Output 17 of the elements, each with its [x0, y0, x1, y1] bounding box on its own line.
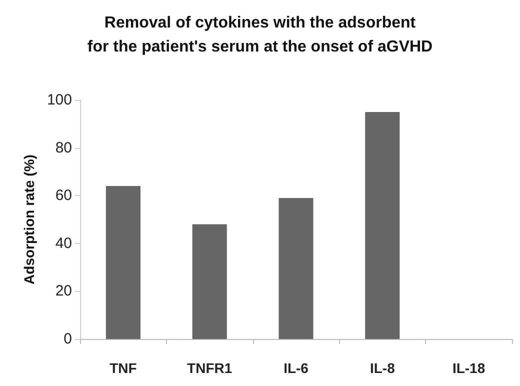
chart-title: Removal of cytokines with the adsorbent for the patient's serum at the onset of aGVHD	[87, 14, 433, 56]
bar	[192, 224, 227, 339]
y-tick-label: 100	[46, 92, 72, 108]
bar	[365, 112, 400, 339]
y-tick-label: 60	[55, 187, 72, 204]
x-tick-label: TNF	[110, 360, 138, 376]
y-tick-label: 0	[64, 330, 72, 348]
y-tick-label: 40	[55, 234, 72, 252]
x-tick-label: IL-8	[370, 360, 396, 376]
y-axis-title: Adsorption rate (%)	[21, 154, 38, 284]
y-tick-label: 20	[55, 282, 72, 300]
x-tick-label: IL-6	[284, 360, 309, 376]
y-tick-label: 80	[55, 139, 72, 156]
x-tick-label: TNFR1	[187, 360, 232, 376]
bar	[106, 186, 140, 339]
bar	[278, 198, 314, 339]
x-tick-label: IL-18	[452, 360, 486, 376]
